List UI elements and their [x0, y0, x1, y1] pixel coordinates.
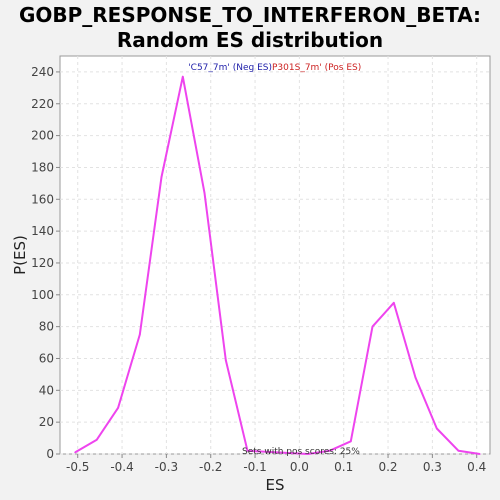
y-tick-label: 80	[39, 320, 54, 334]
x-tick-label: 0.3	[423, 460, 442, 474]
data-point	[181, 75, 184, 78]
data-point	[246, 450, 249, 452]
series-points	[74, 75, 481, 455]
y-tick-label: 120	[31, 256, 54, 270]
plot-area	[59, 55, 491, 455]
legend-neg-es: 'C57_7m' (Neg ES)	[188, 63, 272, 73]
chart-title: GOBP_RESPONSE_TO_INTERFERON_BETA: Random…	[0, 3, 500, 53]
y-tick-label: 240	[31, 65, 54, 79]
data-point	[95, 438, 98, 441]
y-tick-label: 140	[31, 224, 54, 238]
chart-title-line2: Random ES distribution	[116, 28, 384, 52]
y-axis-ticks: 0 20 40 60 80 100 120 140 160 180 200 220 240	[31, 65, 60, 461]
data-point	[160, 176, 163, 178]
x-tick-label: 0.2	[378, 460, 397, 474]
y-tick-label: 0	[46, 447, 54, 461]
y-tick-label: 40	[39, 383, 54, 397]
legend: 'C57_7m' (Neg ES) P301S_7m' (Pos ES)	[188, 63, 361, 73]
data-point	[350, 440, 352, 443]
data-point	[479, 453, 481, 455]
y-tick-label: 60	[39, 351, 54, 365]
data-point	[117, 407, 119, 409]
data-point	[414, 376, 417, 379]
x-tick-label: -0.1	[243, 460, 266, 474]
x-tick-label: -0.3	[155, 460, 178, 474]
data-point	[371, 325, 374, 328]
y-tick-label: 220	[31, 97, 54, 111]
y-axis-label: P(ES)	[11, 235, 29, 275]
data-point	[328, 450, 331, 452]
chart-title-line1: GOBP_RESPONSE_TO_INTERFERON_BETA:	[18, 3, 482, 27]
x-tick-label: -0.4	[110, 460, 133, 474]
data-point	[457, 450, 460, 452]
data-point	[393, 301, 395, 304]
data-point	[74, 451, 76, 454]
x-tick-label: -0.5	[66, 460, 89, 474]
x-axis-ticks: -0.5 -0.4 -0.3 -0.2 -0.1 0.0 0.1 0.2 0.3 0.4	[66, 454, 486, 474]
x-tick-label: 0.1	[334, 460, 353, 474]
y-tick-label: 100	[31, 288, 54, 302]
x-axis-label: ES	[266, 476, 285, 494]
series-line	[74, 75, 480, 455]
x-tick-label: 0.4	[467, 460, 486, 474]
data-point	[307, 453, 309, 455]
legend-pos-es: P301S_7m' (Pos ES)	[272, 63, 361, 73]
pos-scores-annotation: Sets with pos scores: 25%	[242, 447, 360, 457]
y-tick-label: 160	[31, 192, 54, 206]
y-tick-label: 20	[39, 415, 54, 429]
data-point	[224, 359, 227, 361]
x-tick-label: -0.2	[199, 460, 222, 474]
y-tick-label: 180	[31, 160, 54, 174]
grid-lines	[60, 56, 490, 455]
y-tick-label: 200	[31, 129, 54, 143]
data-point	[203, 192, 206, 194]
x-tick-label: 0.0	[290, 460, 309, 474]
data-point	[436, 427, 438, 430]
data-point	[138, 333, 141, 336]
